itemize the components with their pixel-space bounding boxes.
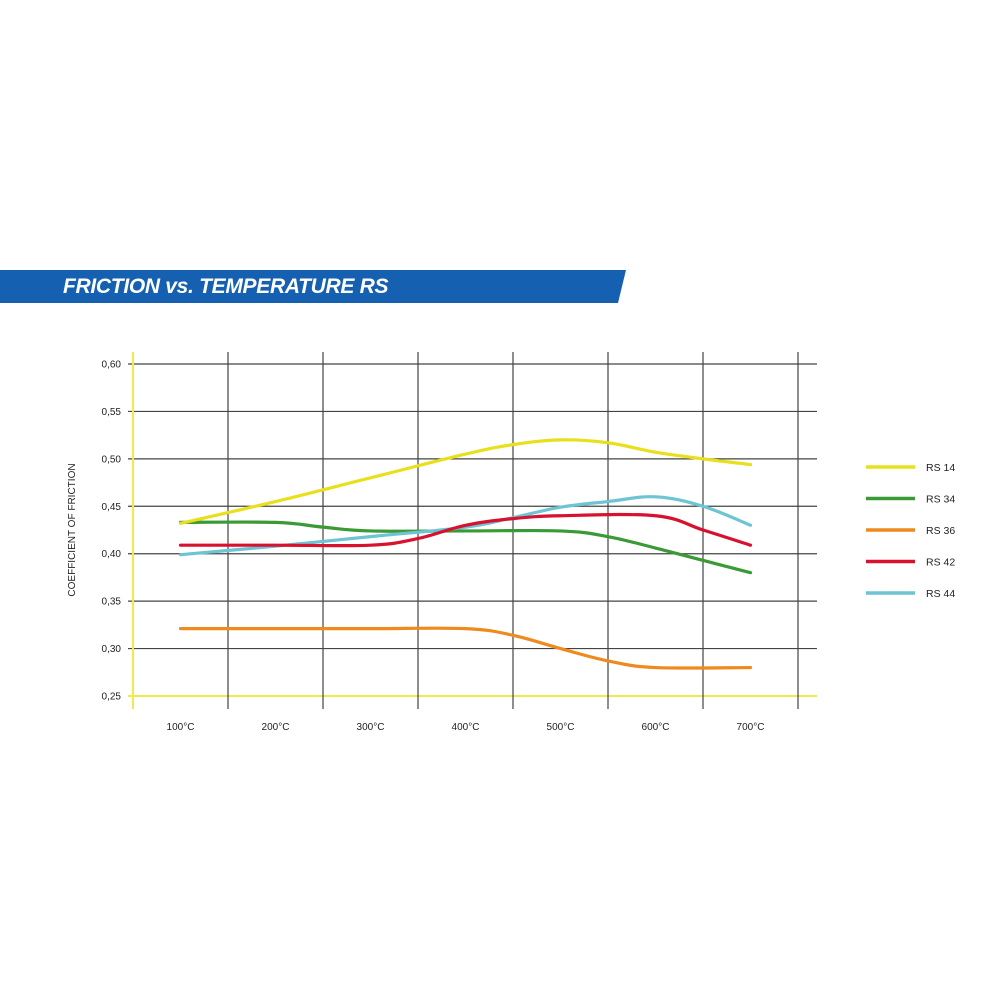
y-tick-label: 0,50 [102,454,122,465]
y-tick-label: 0,35 [102,597,122,608]
y-tick-label: 0,25 [102,692,122,703]
y-tick-label: 0,30 [102,644,122,655]
x-tick-label: 400°C [452,722,480,733]
legend-label: RS 14 [926,462,955,474]
legend-label: RS 44 [926,588,955,600]
series-line-rs14 [178,438,753,525]
legend-label: RS 34 [926,494,955,506]
y-tick-label: 0,55 [102,407,122,418]
series-line-rs36 [178,626,753,670]
x-tick-label: 200°C [262,722,290,733]
x-tick-label: 100°C [167,722,195,733]
legend-label: RS 42 [926,557,955,569]
title-banner [0,270,626,303]
x-tick-label: 300°C [357,722,385,733]
x-tick-label: 600°C [642,722,670,733]
chart-title: FRICTION vs. TEMPERATURE RS [63,275,389,298]
legend-label: RS 36 [926,525,955,537]
x-tick-label: 500°C [547,722,575,733]
series-line-rs44 [178,495,753,557]
y-tick-label: 0,40 [102,549,122,560]
series-line-rs42 [178,512,753,548]
series-line-rs34 [178,520,753,575]
y-tick-label: 0,60 [102,360,122,371]
x-tick-label: 700°C [737,722,765,733]
y-axis-label: COEFFICIENT OF FRICTION [67,463,78,596]
y-tick-label: 0,45 [102,502,122,513]
